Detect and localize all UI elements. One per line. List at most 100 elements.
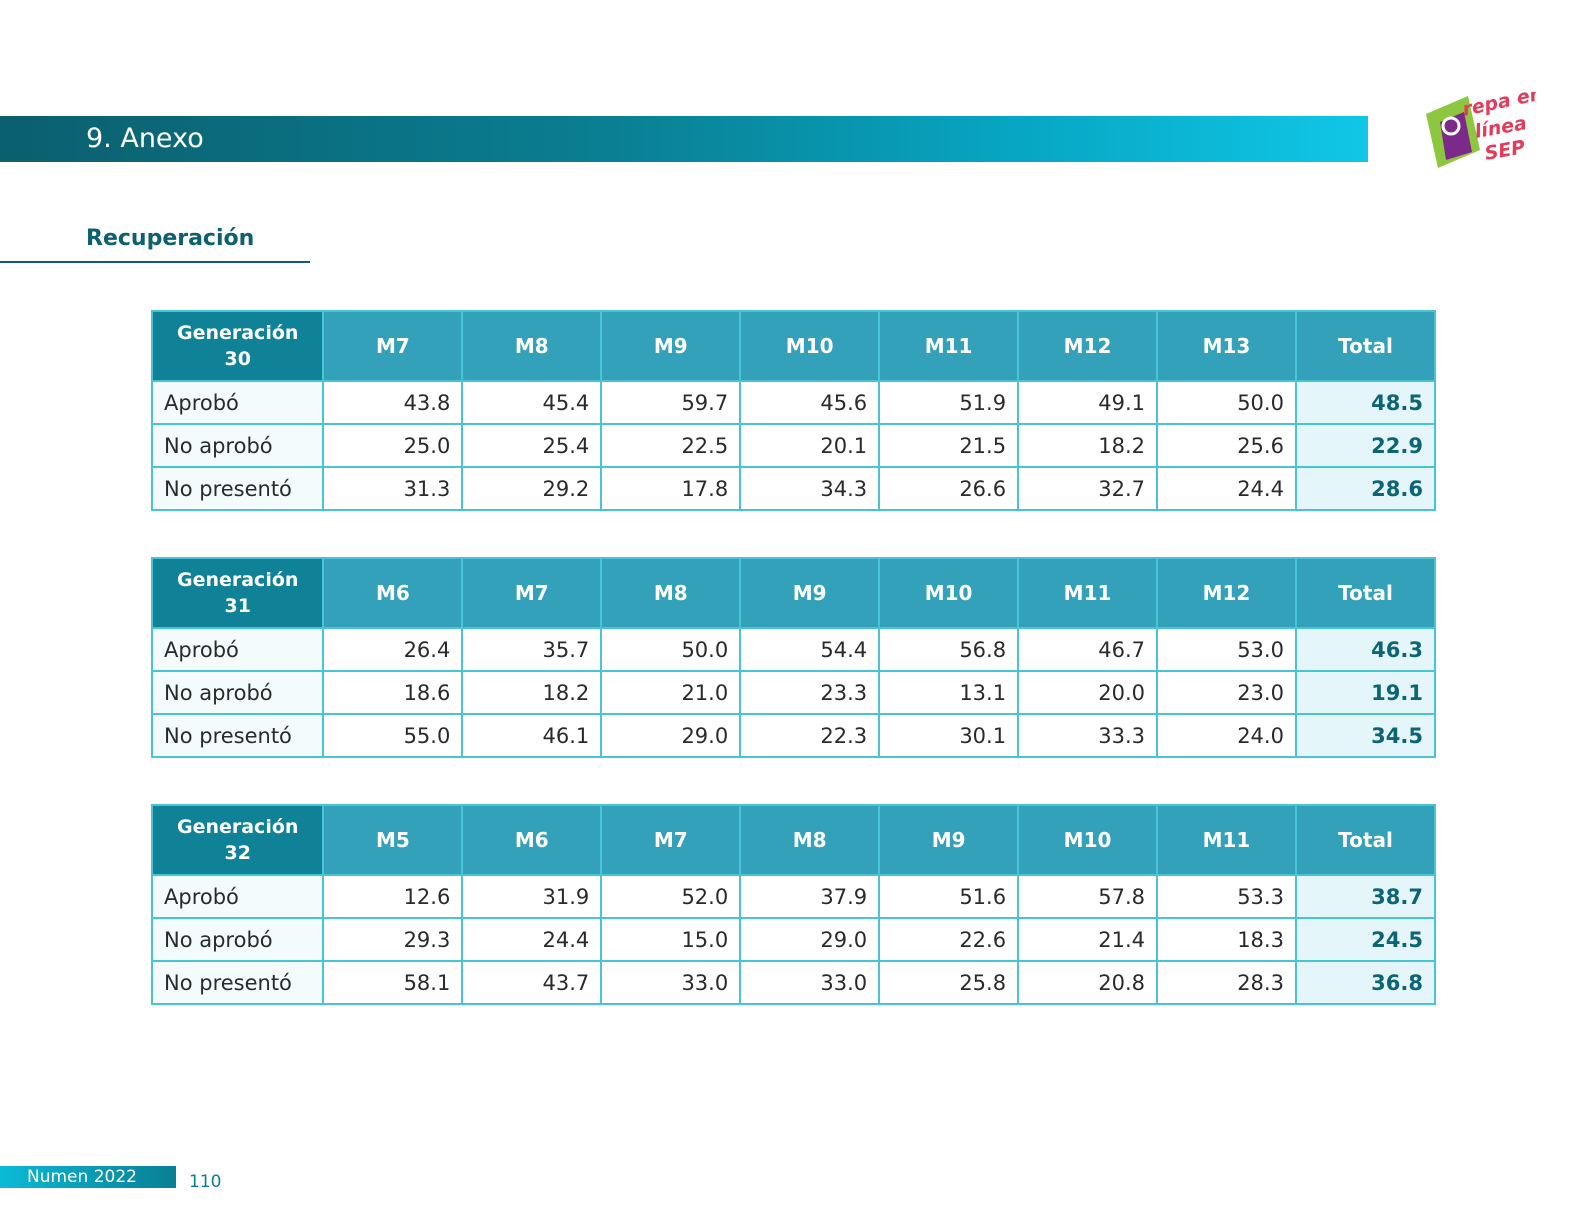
generation-header: Generación 32 xyxy=(150,804,325,876)
column-header: M5 xyxy=(322,804,464,876)
value-cell: 18.3 xyxy=(1156,917,1297,962)
value-cell: 34.3 xyxy=(739,466,881,511)
value-cell: 31.9 xyxy=(461,874,603,919)
value-cell: 25.0 xyxy=(322,423,464,468)
row-label: No presentó xyxy=(150,466,325,511)
row-label: No aprobó xyxy=(150,670,325,715)
column-header: M9 xyxy=(878,804,1020,876)
value-cell: 21.4 xyxy=(1017,917,1159,962)
header-band xyxy=(0,116,1368,162)
row-label: No presentó xyxy=(150,713,325,758)
column-header: M9 xyxy=(600,310,742,382)
value-cell: 26.6 xyxy=(878,466,1020,511)
value-cell: 31.3 xyxy=(322,466,464,511)
value-cell: 24.4 xyxy=(461,917,603,962)
table-row: No aprobó 18.6 18.2 21.0 23.3 13.1 20.0 … xyxy=(150,670,1437,715)
value-cell: 25.4 xyxy=(461,423,603,468)
value-cell: 45.6 xyxy=(739,380,881,425)
value-cell: 20.8 xyxy=(1017,960,1159,1005)
value-cell: 46.7 xyxy=(1017,627,1159,672)
value-cell: 51.6 xyxy=(878,874,1020,919)
value-cell: 29.3 xyxy=(322,917,464,962)
table-header-row: Generación 32 M5 M6 M7 M8 M9 M10 M11 Tota… xyxy=(150,804,1437,876)
value-cell: 37.9 xyxy=(739,874,881,919)
value-cell: 56.8 xyxy=(878,627,1020,672)
table-row: No presentó 31.3 29.2 17.8 34.3 26.6 32.… xyxy=(150,466,1437,511)
value-cell: 53.3 xyxy=(1156,874,1297,919)
generation-header: Generación 30 xyxy=(150,310,325,382)
value-cell: 49.1 xyxy=(1017,380,1159,425)
value-cell: 18.2 xyxy=(1017,423,1159,468)
value-cell: 43.7 xyxy=(461,960,603,1005)
column-header: M7 xyxy=(322,310,464,382)
value-cell: 29.2 xyxy=(461,466,603,511)
generation-table: Generación 32 M5 M6 M7 M8 M9 M10 M11 Tota… xyxy=(150,804,1437,1005)
row-label: Aprobó xyxy=(150,627,325,672)
column-header: M11 xyxy=(1017,557,1159,629)
page-number: 110 xyxy=(189,1172,222,1192)
column-header: M10 xyxy=(739,310,881,382)
value-cell: 32.7 xyxy=(1017,466,1159,511)
generation-table: Generación 30 M7 M8 M9 M10 M11 M12 M13 To… xyxy=(150,310,1437,511)
value-cell: 20.1 xyxy=(739,423,881,468)
value-cell: 57.8 xyxy=(1017,874,1159,919)
value-cell: 45.4 xyxy=(461,380,603,425)
value-cell: 58.1 xyxy=(322,960,464,1005)
total-cell: 38.7 xyxy=(1294,874,1437,919)
value-cell: 43.8 xyxy=(322,380,464,425)
total-header: Total xyxy=(1294,557,1437,629)
value-cell: 24.0 xyxy=(1156,713,1297,758)
value-cell: 54.4 xyxy=(739,627,881,672)
value-cell: 53.0 xyxy=(1156,627,1297,672)
total-cell: 46.3 xyxy=(1294,627,1437,672)
total-cell: 36.8 xyxy=(1294,960,1437,1005)
total-cell: 19.1 xyxy=(1294,670,1437,715)
value-cell: 55.0 xyxy=(322,713,464,758)
footer-label: Numen 2022 xyxy=(27,1167,137,1187)
table-row: Aprobó 43.8 45.4 59.7 45.6 51.9 49.1 50.… xyxy=(150,380,1437,425)
column-header: M6 xyxy=(322,557,464,629)
column-header: M11 xyxy=(878,310,1020,382)
value-cell: 50.0 xyxy=(1156,380,1297,425)
column-header: M11 xyxy=(1156,804,1297,876)
value-cell: 33.0 xyxy=(739,960,881,1005)
column-header: M6 xyxy=(461,804,603,876)
value-cell: 20.0 xyxy=(1017,670,1159,715)
value-cell: 17.8 xyxy=(600,466,742,511)
column-header: M10 xyxy=(1017,804,1159,876)
value-cell: 50.0 xyxy=(600,627,742,672)
row-label: No presentó xyxy=(150,960,325,1005)
table-row: No presentó 55.0 46.1 29.0 22.3 30.1 33.… xyxy=(150,713,1437,758)
total-header: Total xyxy=(1294,310,1437,382)
total-cell: 22.9 xyxy=(1294,423,1437,468)
column-header: M13 xyxy=(1156,310,1297,382)
page-title: 9. Anexo xyxy=(86,123,204,154)
section-underline xyxy=(0,261,310,263)
value-cell: 33.3 xyxy=(1017,713,1159,758)
prepa-en-linea-sep-logo: repa en línea SEP xyxy=(1426,92,1536,168)
table-row: Aprobó 26.4 35.7 50.0 54.4 56.8 46.7 53.… xyxy=(150,627,1437,672)
generation-header: Generación 31 xyxy=(150,557,325,629)
value-cell: 25.6 xyxy=(1156,423,1297,468)
column-header: M8 xyxy=(461,310,603,382)
value-cell: 13.1 xyxy=(878,670,1020,715)
column-header: M12 xyxy=(1156,557,1297,629)
value-cell: 35.7 xyxy=(461,627,603,672)
value-cell: 33.0 xyxy=(600,960,742,1005)
column-header: M9 xyxy=(739,557,881,629)
value-cell: 18.6 xyxy=(322,670,464,715)
column-header: M7 xyxy=(461,557,603,629)
value-cell: 26.4 xyxy=(322,627,464,672)
table-row: No aprobó 25.0 25.4 22.5 20.1 21.5 18.2 … xyxy=(150,423,1437,468)
footer-tag xyxy=(0,1166,176,1188)
value-cell: 23.3 xyxy=(739,670,881,715)
value-cell: 30.1 xyxy=(878,713,1020,758)
value-cell: 59.7 xyxy=(600,380,742,425)
column-header: M10 xyxy=(878,557,1020,629)
value-cell: 21.5 xyxy=(878,423,1020,468)
total-cell: 34.5 xyxy=(1294,713,1437,758)
total-header: Total xyxy=(1294,804,1437,876)
row-label: No aprobó xyxy=(150,917,325,962)
table-row: No presentó 58.1 43.7 33.0 33.0 25.8 20.… xyxy=(150,960,1437,1005)
total-cell: 24.5 xyxy=(1294,917,1437,962)
